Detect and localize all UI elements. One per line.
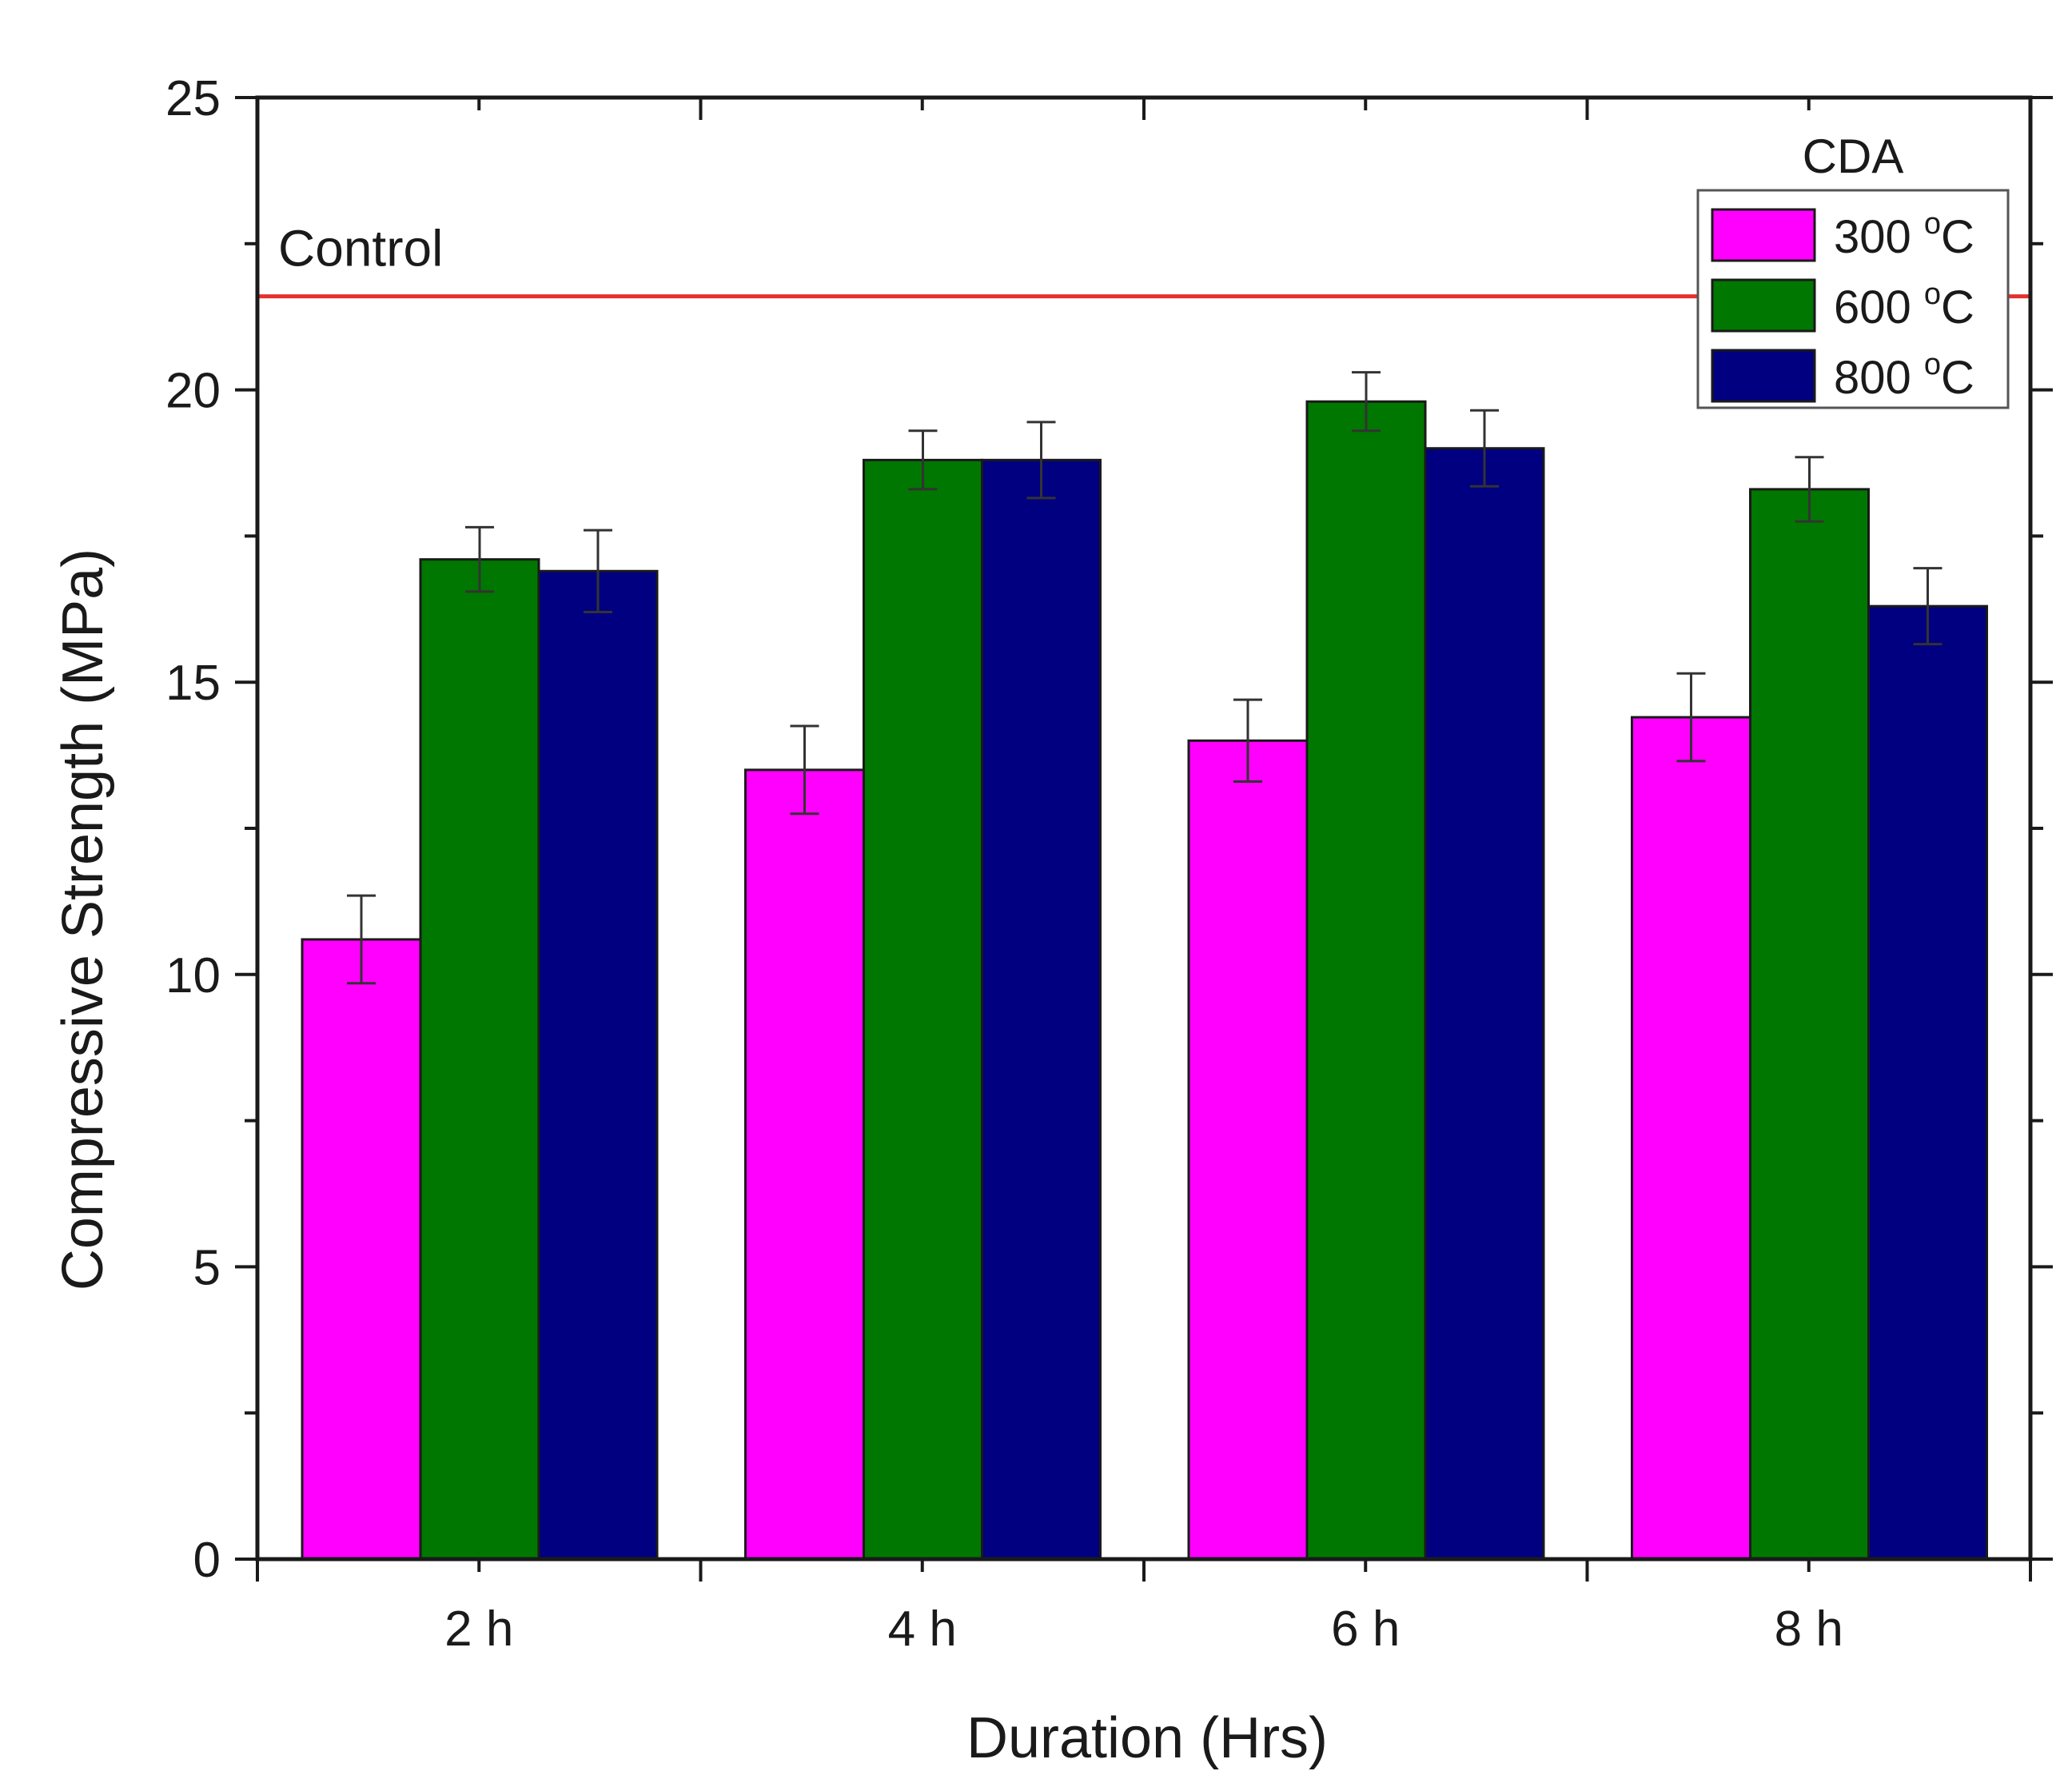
legend-swatch-300 <box>1711 208 1816 262</box>
legend-label-300: 300 oC <box>1834 207 1974 263</box>
control-label: Control <box>278 220 443 277</box>
bar-300-6h <box>1187 739 1309 1561</box>
x-tick-label-4h: 4 h <box>888 1602 957 1657</box>
y-tick-label-5: 5 <box>193 1240 221 1295</box>
x-tick-label-8h: 8 h <box>1775 1602 1843 1657</box>
legend-swatch-600 <box>1711 278 1816 333</box>
legend-degree-sup: o <box>1924 277 1941 311</box>
y-axis-label: Compressive Strength (MPa) <box>51 548 115 1290</box>
bar-300-4h <box>744 768 865 1561</box>
legend-degree-sup: o <box>1924 348 1941 381</box>
legend-unit: C <box>1941 211 1974 263</box>
bar-800-4h <box>981 458 1102 1561</box>
bar-300-2h <box>301 938 422 1561</box>
bar-600-4h <box>863 458 983 1561</box>
bar-600-6h <box>1305 400 1427 1561</box>
axes-layer: 0 5 10 15 20 25 2 h 4 h 6 h 8 h <box>165 71 2053 1657</box>
bar-800-2h <box>537 569 659 1561</box>
legend-degree-sup: o <box>1924 207 1941 241</box>
y-tick-label-20: 20 <box>165 364 221 419</box>
y-tick-label-15: 15 <box>165 656 221 711</box>
bar-800-6h <box>1424 447 1545 1561</box>
x-tick-label-6h: 6 h <box>1331 1602 1400 1657</box>
legend-layer: CDA 300 oC 600 oC 800 oC <box>1696 130 2010 409</box>
bar-800-8h <box>1867 604 1988 1561</box>
legend-unit: C <box>1941 352 1974 404</box>
bars-layer <box>301 371 1988 1561</box>
y-tick-label-0: 0 <box>193 1533 221 1588</box>
legend-label-600: 600 oC <box>1834 277 1974 333</box>
bar-600-8h <box>1749 488 1870 1561</box>
x-tick-label-2h: 2 h <box>444 1602 513 1657</box>
y-tick-label-25: 25 <box>165 71 221 126</box>
legend-swatch-800 <box>1711 349 1816 403</box>
y-tick-label-10: 10 <box>165 948 221 1003</box>
legend-unit: C <box>1941 281 1974 333</box>
x-axis-label: Duration (Hrs) <box>966 1706 1328 1770</box>
legend-title: CDA <box>1803 130 1904 183</box>
bar-600-2h <box>419 558 540 1561</box>
bar-300-8h <box>1631 716 1751 1561</box>
legend-label-800: 800 oC <box>1834 348 1974 404</box>
